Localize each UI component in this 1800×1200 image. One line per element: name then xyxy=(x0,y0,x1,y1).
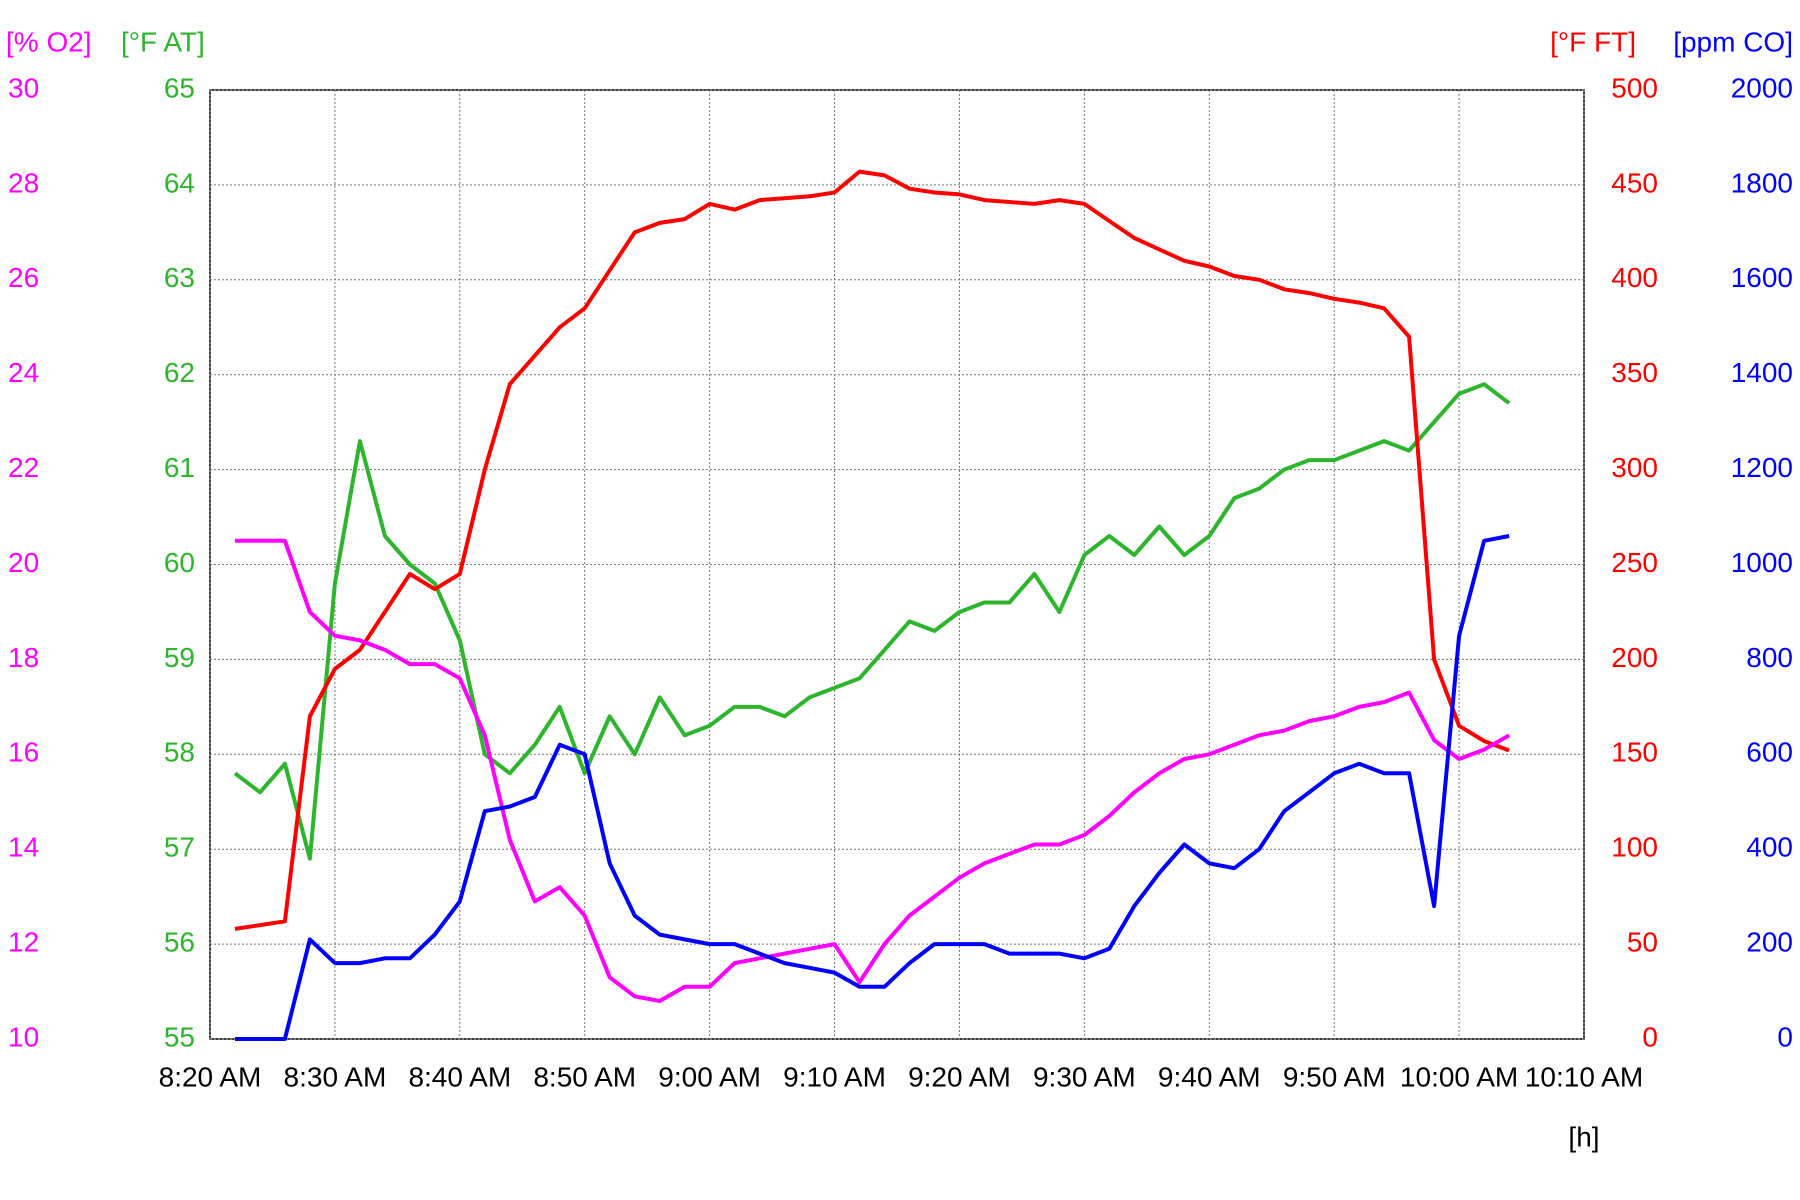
y-tick-label: 55 xyxy=(164,1021,195,1052)
y-tick-label: 59 xyxy=(164,642,195,673)
x-tick-label: 9:00 AM xyxy=(658,1061,761,1092)
y-tick-label: 63 xyxy=(164,262,195,293)
x-tick-label: 10:00 AM xyxy=(1400,1061,1518,1092)
y-tick-label: 18 xyxy=(8,642,39,673)
y-tick-label: 500 xyxy=(1611,72,1658,103)
y-tick-label: 800 xyxy=(1746,642,1793,673)
y-tick-label: 400 xyxy=(1746,832,1793,863)
y-axis-label: [°F AT] xyxy=(121,26,205,57)
x-axis-label: [h] xyxy=(1568,1121,1599,1152)
y-tick-label: 600 xyxy=(1746,737,1793,768)
y-tick-label: 61 xyxy=(164,452,195,483)
x-tick-label: 8:30 AM xyxy=(284,1061,387,1092)
y-tick-label: 1800 xyxy=(1731,167,1793,198)
y-tick-label: 65 xyxy=(164,72,195,103)
y-tick-label: 58 xyxy=(164,737,195,768)
y-tick-label: 62 xyxy=(164,357,195,388)
y-tick-label: 22 xyxy=(8,452,39,483)
y-tick-label: 60 xyxy=(164,547,195,578)
y-tick-label: 30 xyxy=(8,72,39,103)
y-tick-label: 400 xyxy=(1611,262,1658,293)
x-tick-label: 8:40 AM xyxy=(408,1061,511,1092)
series-line xyxy=(235,538,1511,1003)
y-tick-label: 350 xyxy=(1611,357,1658,388)
series-line xyxy=(234,169,1510,931)
y-tick-label: 16 xyxy=(8,737,39,768)
y-tick-label: 0 xyxy=(1777,1021,1793,1052)
y-tick-label: 28 xyxy=(8,167,39,198)
y-tick-label: 100 xyxy=(1611,832,1658,863)
y-tick-label: 10 xyxy=(8,1021,39,1052)
y-tick-label: 2000 xyxy=(1731,72,1793,103)
y-tick-label: 150 xyxy=(1611,737,1658,768)
plot-frame xyxy=(209,89,1585,1040)
y-tick-label: 20 xyxy=(8,547,39,578)
x-tick-label: 9:30 AM xyxy=(1033,1061,1136,1092)
y-tick-label: 1200 xyxy=(1731,452,1793,483)
x-tick-label: 9:50 AM xyxy=(1283,1061,1386,1092)
y-tick-label: 200 xyxy=(1746,926,1793,957)
y-tick-label: 1600 xyxy=(1731,262,1793,293)
x-tick-label: 9:20 AM xyxy=(908,1061,1011,1092)
x-tick-label: 10:10 AM xyxy=(1525,1061,1643,1092)
y-tick-label: 57 xyxy=(164,832,195,863)
y-tick-label: 0 xyxy=(1642,1021,1658,1052)
y-tick-label: 56 xyxy=(164,926,195,957)
y-tick-label: 300 xyxy=(1611,452,1658,483)
x-tick-label: 8:20 AM xyxy=(159,1061,262,1092)
y-axis-label: [% O2] xyxy=(6,26,92,57)
y-tick-label: 450 xyxy=(1611,167,1658,198)
x-tick-label: 9:40 AM xyxy=(1158,1061,1261,1092)
y-axis-label: [°F FT] xyxy=(1550,26,1636,57)
y-tick-label: 50 xyxy=(1627,926,1658,957)
y-tick-label: 200 xyxy=(1611,642,1658,673)
y-tick-label: 64 xyxy=(164,167,195,198)
y-tick-label: 26 xyxy=(8,262,39,293)
y-tick-label: 12 xyxy=(8,926,39,957)
y-tick-label: 1000 xyxy=(1731,547,1793,578)
x-tick-label: 9:10 AM xyxy=(783,1061,886,1092)
x-tick-label: 8:50 AM xyxy=(533,1061,636,1092)
series-line xyxy=(233,382,1511,861)
series-line xyxy=(235,534,1510,1041)
y-tick-label: 24 xyxy=(8,357,39,388)
y-tick-label: 1400 xyxy=(1731,357,1793,388)
y-axis-label: [ppm CO] xyxy=(1673,26,1793,57)
y-tick-label: 14 xyxy=(8,832,39,863)
y-tick-label: 250 xyxy=(1611,547,1658,578)
